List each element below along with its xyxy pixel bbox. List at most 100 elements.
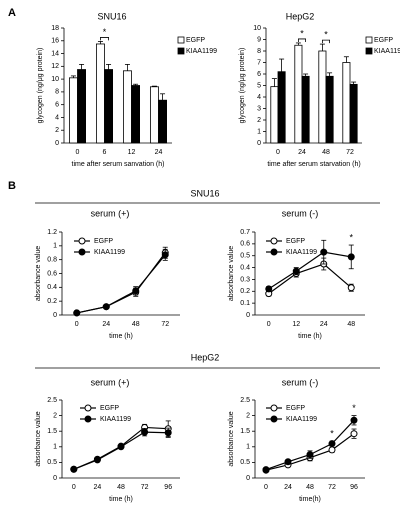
- x-axis-label: time after serum starvation (h): [267, 161, 360, 168]
- y-tick-label: 16: [51, 38, 59, 45]
- x-tick-label: 24: [284, 484, 292, 491]
- x-tick-label: 24: [102, 321, 110, 328]
- x-tick-label: 24: [155, 149, 163, 156]
- y-axis-label: glycogen (ng/μg protein): [239, 48, 246, 124]
- x-tick-label: 72: [141, 484, 149, 491]
- legend-label: EGFP: [374, 37, 393, 44]
- chart-title: serum (+): [91, 208, 130, 218]
- point: [306, 451, 314, 459]
- x-tick-label: 6: [103, 149, 107, 156]
- y-tick-label: 18: [51, 25, 59, 32]
- point: [328, 440, 336, 448]
- legend-label: KIAA1199: [286, 249, 317, 256]
- bar: [96, 43, 105, 144]
- x-tick-label: 48: [322, 149, 330, 156]
- x-tick-label: 48: [132, 321, 140, 328]
- legend-label: KIAA1199: [94, 249, 125, 256]
- x-tick-label: 0: [276, 149, 280, 156]
- y-tick-label: 0: [53, 312, 57, 319]
- point: [292, 267, 300, 275]
- y-tick-label: 1.5: [47, 428, 57, 435]
- y-tick-label: 0: [246, 475, 250, 482]
- legend-swatch: [365, 47, 373, 55]
- bar: [270, 86, 279, 144]
- point: [73, 309, 81, 317]
- y-tick-label: 1.2: [47, 229, 57, 236]
- y-tick-label: 10: [51, 76, 59, 83]
- point: [262, 466, 270, 474]
- x-tick-label: 72: [161, 321, 169, 328]
- point: [132, 287, 140, 295]
- x-tick-label: 24: [94, 484, 102, 491]
- y-tick-label: 0.5: [240, 253, 250, 260]
- chart-title: serum (-): [282, 377, 319, 387]
- x-tick-label: 0: [76, 149, 80, 156]
- y-tick-label: 4: [55, 114, 59, 121]
- y-tick-label: 0.7: [240, 229, 250, 236]
- x-axis-label: time after serum sanvation (h): [72, 161, 165, 168]
- y-tick-label: 0: [257, 140, 261, 147]
- point: [164, 429, 172, 437]
- y-tick-label: 0.8: [47, 257, 57, 264]
- point: [70, 465, 78, 473]
- x-tick-label: 72: [328, 484, 336, 491]
- bar: [349, 83, 358, 144]
- significance-bracket: [298, 38, 306, 42]
- legend-swatch: [177, 47, 185, 55]
- y-axis-label: absorbance value: [35, 246, 42, 301]
- legend-label: KIAA1199: [286, 416, 317, 423]
- y-axis-label: absorbance value: [228, 411, 235, 466]
- legend-label: KIAA1199: [374, 48, 400, 55]
- point: [161, 251, 169, 259]
- point: [347, 284, 355, 292]
- y-tick-label: 0.2: [240, 288, 250, 295]
- point: [93, 456, 101, 464]
- point: [350, 430, 358, 438]
- legend-label: KIAA1199: [100, 416, 131, 423]
- section-title: HepG2: [191, 352, 220, 362]
- point: [328, 446, 336, 454]
- y-tick-label: 0.6: [240, 241, 250, 248]
- bar: [104, 69, 114, 144]
- x-tick-label: 24: [298, 149, 306, 156]
- x-tick-label: 48: [347, 321, 355, 328]
- y-tick-label: 1: [257, 128, 261, 135]
- point: [265, 285, 273, 293]
- y-tick-label: 3: [257, 105, 261, 112]
- y-tick-label: 5: [257, 82, 261, 89]
- chart-title: SNU16: [97, 11, 126, 21]
- x-tick-label: 0: [75, 321, 79, 328]
- y-tick-label: 1: [246, 444, 250, 451]
- legend-marker: [270, 237, 278, 245]
- y-tick-label: 2.5: [240, 397, 250, 404]
- y-axis-label: absorbance value: [228, 246, 235, 301]
- series-line: [268, 263, 352, 295]
- y-axis-label: glycogen (ng/μg protein): [37, 48, 44, 124]
- x-tick-label: 12: [292, 321, 300, 328]
- bar: [123, 70, 132, 144]
- annotation: *: [349, 232, 353, 242]
- y-tick-label: 0: [55, 140, 59, 147]
- y-tick-label: 8: [257, 48, 261, 55]
- section-title: SNU16: [190, 188, 219, 198]
- y-tick-label: 0.6: [47, 270, 57, 277]
- legend-marker: [270, 415, 278, 423]
- chart-title: serum (+): [91, 377, 130, 387]
- legend-label: KIAA1199: [186, 48, 217, 55]
- legend-label: EGFP: [286, 405, 305, 412]
- x-tick-label: 48: [306, 484, 314, 491]
- y-tick-label: 4: [257, 94, 261, 101]
- y-tick-label: 1.5: [240, 428, 250, 435]
- point: [141, 428, 149, 436]
- y-tick-label: 0.4: [240, 264, 250, 271]
- y-tick-label: 0: [53, 475, 57, 482]
- legend-label: EGFP: [286, 238, 305, 245]
- legend-label: EGFP: [186, 37, 205, 44]
- legend-swatch: [365, 36, 373, 44]
- x-tick-label: 0: [267, 321, 271, 328]
- y-tick-label: 14: [51, 50, 59, 57]
- point: [117, 443, 125, 451]
- x-tick-label: 96: [164, 484, 172, 491]
- x-tick-label: 0: [72, 484, 76, 491]
